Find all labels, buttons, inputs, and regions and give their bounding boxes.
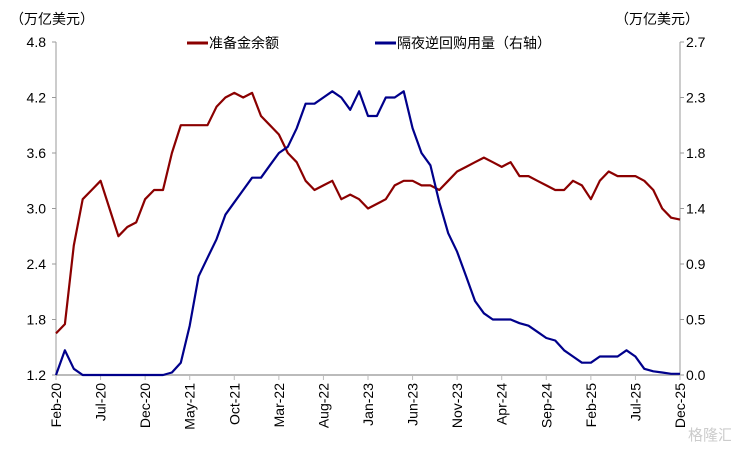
x-tick-label: Sep-24 bbox=[538, 383, 554, 428]
x-tick-label: May-21 bbox=[182, 383, 198, 430]
left-tick-label: 3.0 bbox=[27, 201, 47, 217]
legend: 准备金余额 隔夜逆回购用量（右轴） bbox=[187, 35, 551, 51]
x-tick-label: Mar-22 bbox=[271, 383, 287, 428]
x-tick-label: Aug-22 bbox=[315, 383, 331, 428]
left-tick-label: 3.6 bbox=[27, 145, 47, 161]
right-tick-label: 1.4 bbox=[686, 201, 706, 217]
legend-label-rrp: 隔夜逆回购用量（右轴） bbox=[397, 35, 551, 51]
x-tick-label: Dec-25 bbox=[672, 383, 688, 428]
legend-label-reserves: 准备金余额 bbox=[209, 35, 279, 51]
right-tick-label: 0.9 bbox=[686, 256, 706, 272]
left-tick-label: 4.8 bbox=[27, 34, 47, 50]
x-tick-label: Feb-25 bbox=[583, 383, 599, 428]
x-tick-label: Dec-20 bbox=[137, 383, 153, 428]
right-tick-label: 2.3 bbox=[686, 90, 706, 106]
left-axis-unit: （万亿美元） bbox=[10, 11, 94, 27]
x-tick-label: Jul-20 bbox=[93, 383, 109, 421]
left-tick-label: 2.4 bbox=[27, 256, 47, 272]
right-tick-label: 1.8 bbox=[686, 145, 706, 161]
series-line-rrp bbox=[54, 90, 680, 377]
left-tick-label: 4.2 bbox=[27, 90, 47, 106]
right-tick-label: 2.7 bbox=[686, 34, 706, 50]
x-tick-label: Feb-20 bbox=[48, 383, 64, 428]
x-tick-label: Oct-21 bbox=[226, 383, 242, 425]
x-tick-label: Jul-25 bbox=[627, 383, 643, 421]
x-tick-label: Apr-24 bbox=[494, 383, 510, 425]
x-tick-label: Jun-23 bbox=[405, 383, 421, 426]
x-tick-label: Jan-23 bbox=[360, 383, 376, 426]
left-tick-label: 1.2 bbox=[27, 367, 47, 383]
right-axis-unit: （万亿美元） bbox=[615, 11, 699, 27]
right-tick-label: 0.5 bbox=[686, 312, 706, 328]
left-tick-label: 1.8 bbox=[27, 312, 47, 328]
right-tick-label: 0.0 bbox=[686, 367, 706, 383]
x-tick-label: Nov-23 bbox=[449, 383, 465, 428]
watermark: 格隆汇 bbox=[688, 427, 731, 444]
series-line-reserves bbox=[55, 91, 681, 335]
